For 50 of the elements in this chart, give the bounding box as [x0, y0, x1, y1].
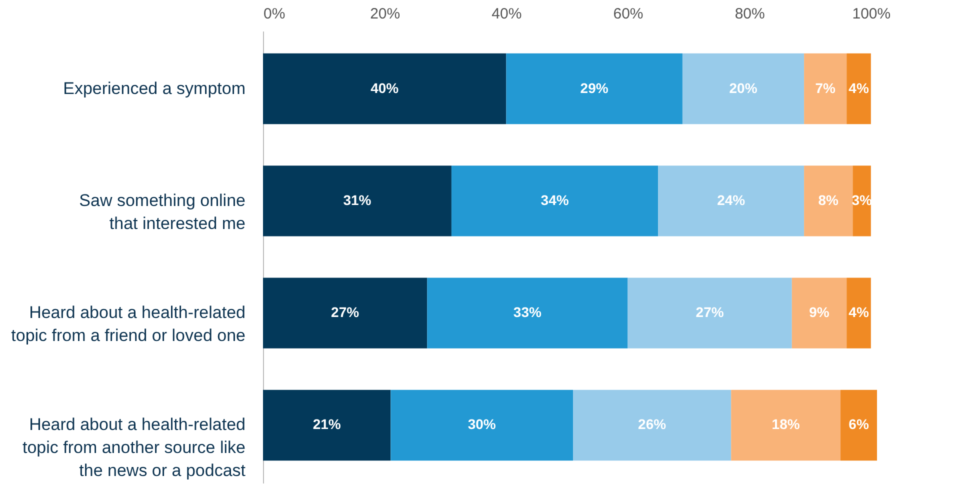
bar: [840, 390, 877, 461]
x-tick-label: 100%: [852, 6, 891, 22]
bar: [804, 166, 853, 236]
bar: [263, 278, 428, 348]
bar: [792, 278, 847, 348]
data-label: 27%: [696, 304, 724, 320]
bar: [263, 53, 506, 124]
x-tick-label: 80%: [734, 6, 765, 22]
data-label: 9%: [809, 304, 830, 320]
bar: [573, 390, 732, 461]
y-tick-label: Heard about a health-related topic from a friend or loved one: [11, 303, 246, 346]
x-tick-label: 40%: [492, 6, 522, 22]
bar: [846, 53, 871, 124]
data-label: 20%: [729, 80, 758, 96]
bar: [390, 390, 574, 461]
data-label: 4%: [848, 80, 870, 96]
data-label: 31%: [343, 192, 372, 208]
bar: [731, 390, 841, 461]
data-label: 7%: [815, 80, 836, 96]
data-label: 30%: [468, 416, 496, 432]
y-tick-label: Experienced a symptom: [63, 78, 246, 98]
bar: [263, 390, 391, 461]
bar: [658, 166, 804, 236]
bar: [628, 278, 792, 348]
data-label: 29%: [580, 80, 609, 96]
data-label: 24%: [717, 192, 746, 208]
data-label: 33%: [513, 304, 542, 320]
data-label: 18%: [772, 416, 800, 432]
bar: [506, 53, 682, 124]
x-tick-label: 20%: [370, 6, 400, 22]
bar: [852, 166, 871, 236]
data-label: 4%: [848, 304, 870, 320]
bar: [682, 53, 804, 124]
bar: [804, 53, 847, 124]
data-label: 6%: [848, 416, 870, 432]
x-tick-label: 0%: [264, 6, 286, 22]
data-label: 26%: [638, 416, 667, 432]
data-label: 3%: [852, 192, 872, 208]
data-label: 21%: [312, 416, 342, 432]
data-label: 40%: [370, 80, 400, 96]
y-tick-label: Heard about a health-related topic from another source like the news or a podcast: [22, 415, 246, 480]
data-label: 34%: [540, 192, 570, 208]
bar: [451, 166, 658, 236]
bar: [263, 166, 452, 236]
bar: [427, 278, 628, 348]
data-label: 8%: [818, 192, 840, 208]
data-label: 27%: [331, 304, 360, 320]
y-tick-label: Saw something online that interested me: [79, 190, 246, 233]
bar: [846, 278, 871, 348]
x-tick-label: 60%: [613, 6, 644, 22]
